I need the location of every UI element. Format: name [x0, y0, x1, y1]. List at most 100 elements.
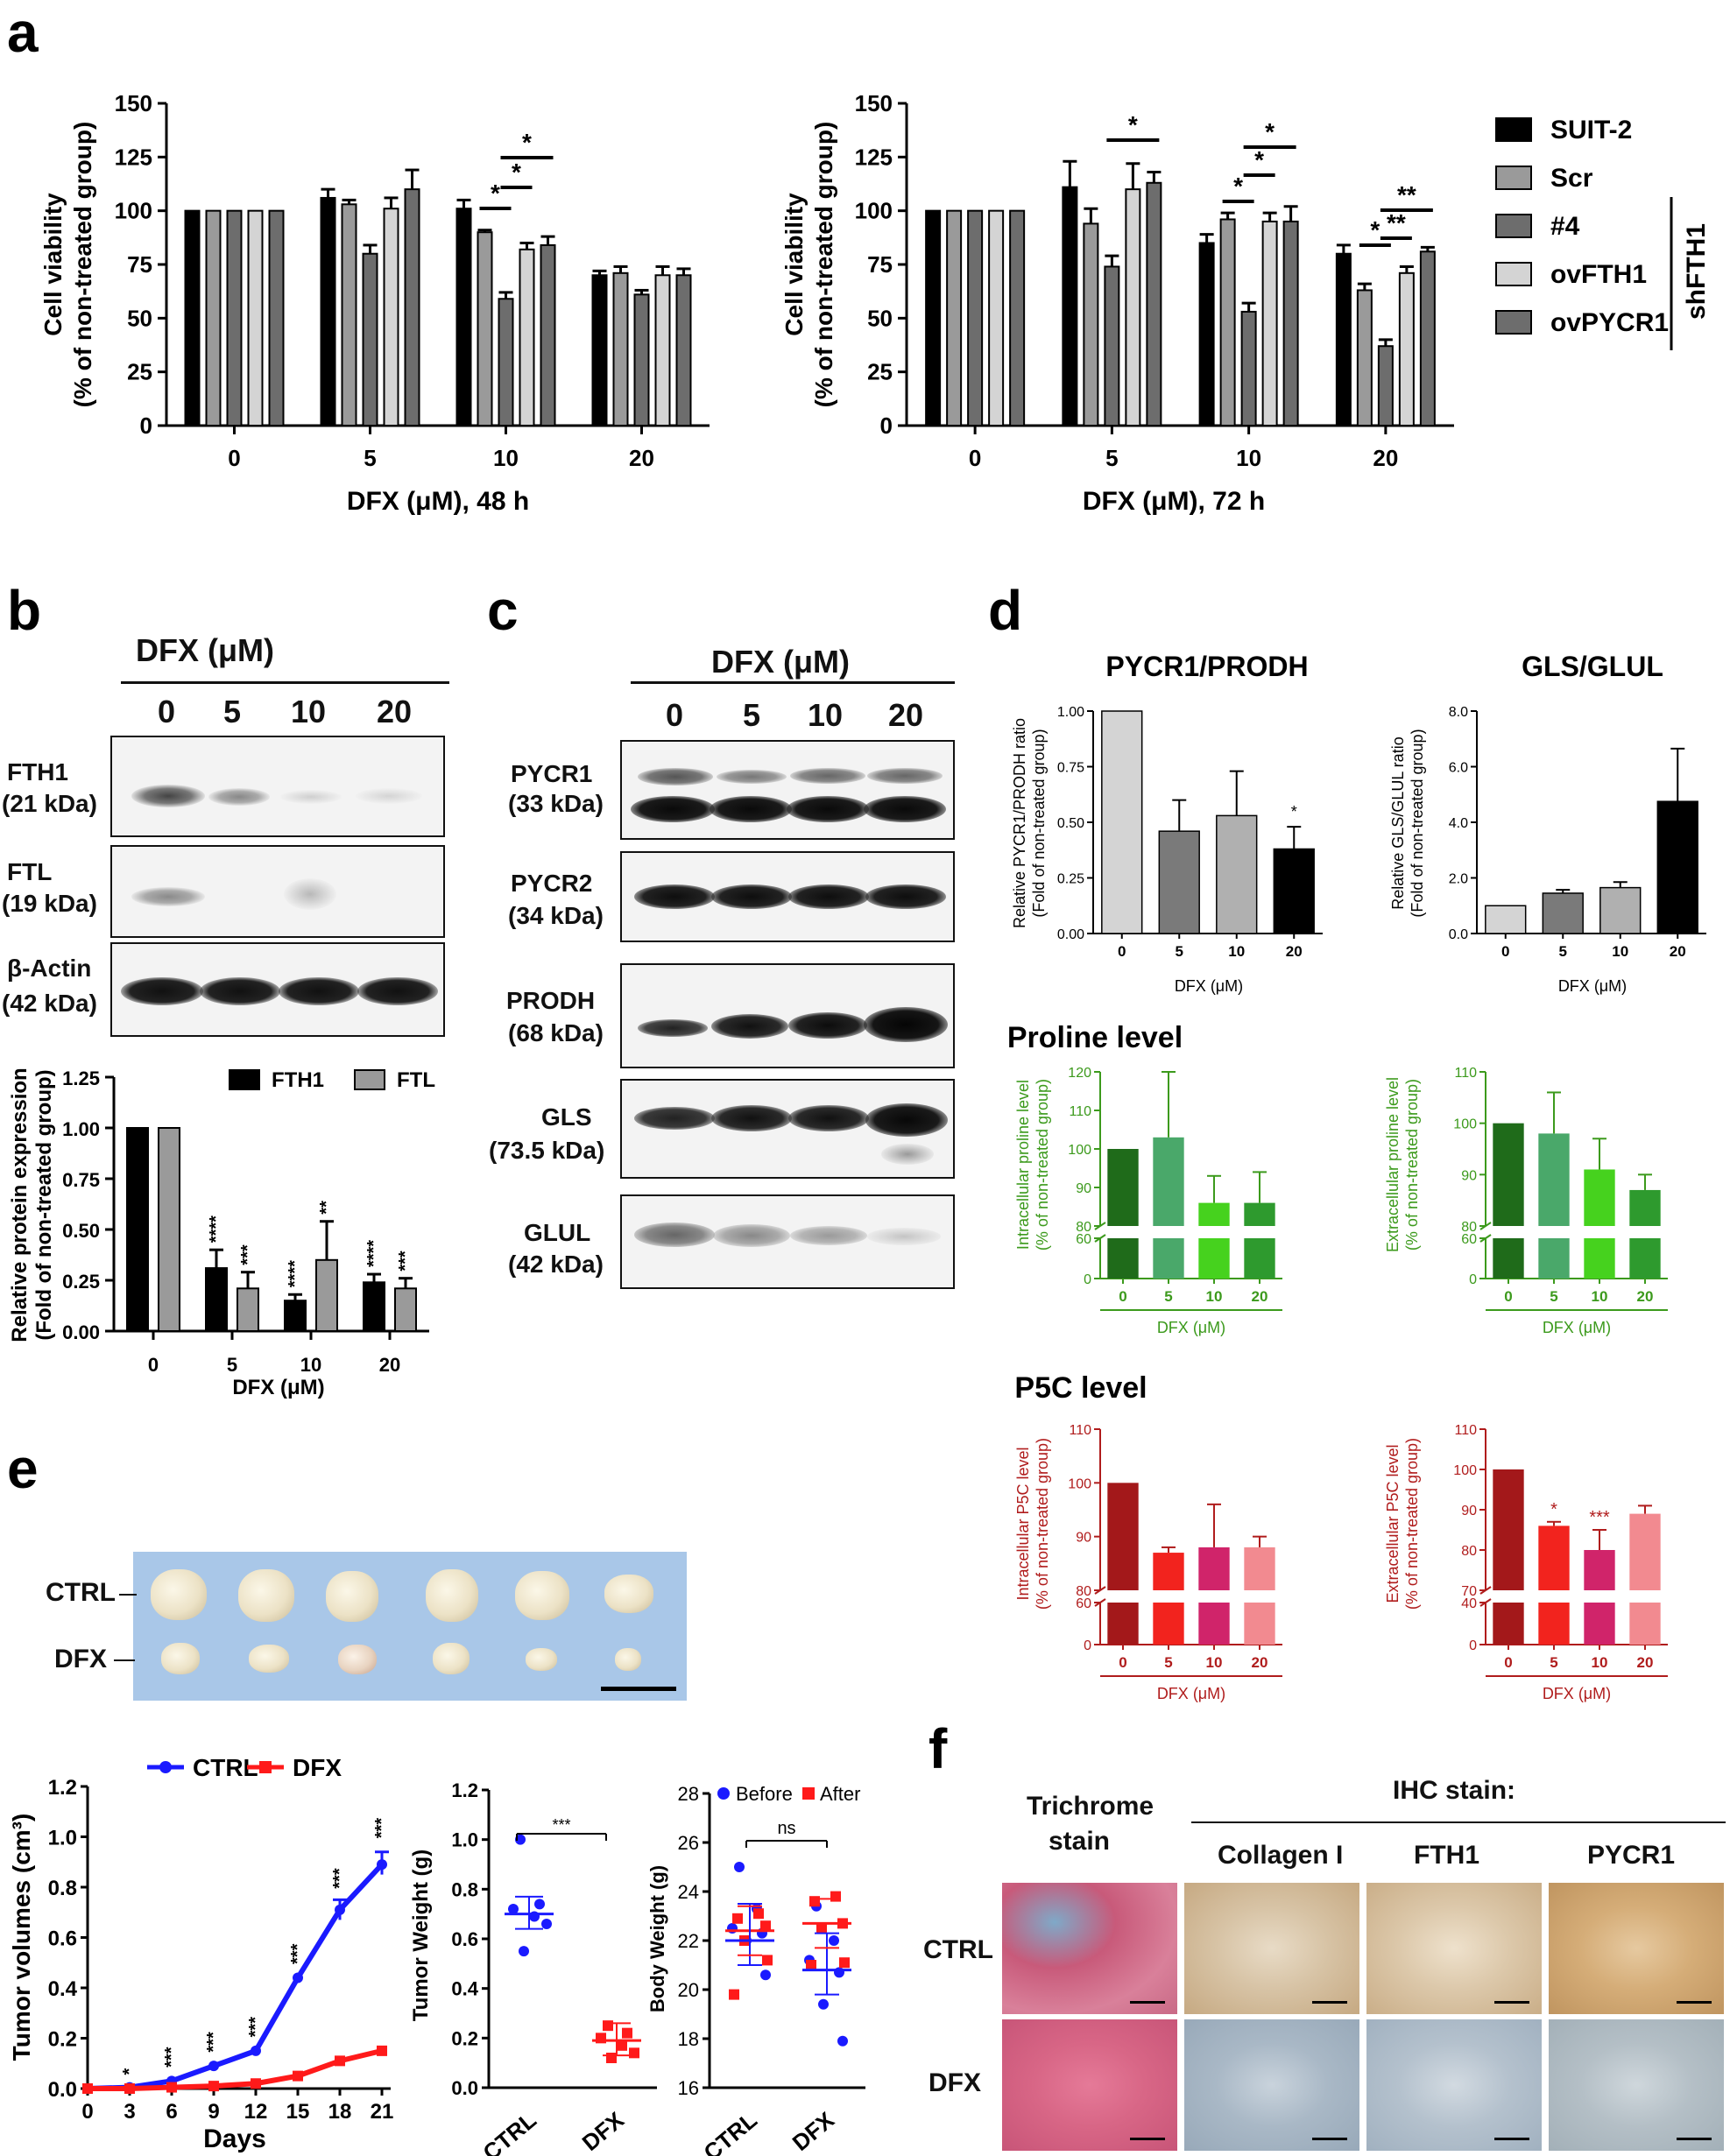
legend-label-ovFTH1: ovFTH1: [1550, 260, 1647, 289]
x-tick-label: 10: [1206, 1288, 1223, 1305]
bw-y-tick-label: 22: [678, 1930, 699, 1952]
blot-b-ftl-kda: (19 kDa): [2, 890, 97, 917]
legend-swatch-ovPYCR1: [1495, 310, 1532, 335]
bar-#4-10: [498, 298, 514, 426]
blot-c-dose-20: 20: [888, 697, 924, 733]
bw-after-DFX-3: [816, 1923, 827, 1934]
ihc-title: IHC stain:: [1393, 1776, 1516, 1805]
y-tick-label: 60: [1076, 1232, 1091, 1247]
bar-ovFTH1-20: [654, 274, 671, 426]
y-tick-label: 0.75: [1057, 761, 1084, 776]
y-tick-label: 60: [1076, 1596, 1091, 1611]
blot-b-fth1: [110, 736, 445, 837]
d-extra-p5c-ylabel-2: (% of non-treated group): [1403, 1438, 1421, 1610]
y-tick-label: 100: [115, 198, 152, 224]
bar-#4-0: [967, 209, 984, 426]
bar-bottom-Intracellular P5C level-10: [1198, 1603, 1230, 1645]
tw-y-tick-label: 1.2: [451, 1779, 478, 1801]
bar-SUIT-2-10: [1198, 242, 1215, 427]
tw-point-CTRL-4: [541, 1919, 552, 1929]
x-tick-label: 0: [969, 445, 981, 471]
bar-bottom-Extracellular proline level-10: [1584, 1238, 1615, 1279]
bar-ovPYCR1-10: [1282, 220, 1299, 426]
y-tick-label: 70: [1461, 1584, 1477, 1599]
y-tick-label: 90: [1076, 1531, 1091, 1546]
bar-top-Extracellular P5C level-5: [1538, 1525, 1570, 1590]
x-tick-label: 5: [1550, 1288, 1557, 1305]
y-tick-label: 100: [1068, 1143, 1091, 1158]
point-DFX-18: [335, 2055, 345, 2067]
bar-Scr-0: [205, 209, 222, 426]
b-ylabel-2: (Fold of non-treated group): [32, 1069, 56, 1340]
blot-c-pycr2-kda: (34 kDa): [508, 902, 604, 929]
bar-PYCR1/PRODH-5: [1158, 830, 1200, 934]
bar-top-Intracellular P5C level-20: [1244, 1547, 1275, 1590]
d-broken-xlabel: DFX (μM): [1157, 1319, 1225, 1336]
ihc-pycr1-dfx-image: [1549, 2019, 1724, 2151]
y-tick-label: 75: [127, 251, 152, 278]
x-tick-label: 0: [148, 1354, 159, 1376]
d-extra-pro-ylabel-2: (% of non-treated group): [1403, 1079, 1421, 1251]
b-sig-3: **: [317, 1201, 336, 1215]
y-tick-label: 40: [1461, 1596, 1477, 1611]
y-tick-label: 0.00: [62, 1321, 100, 1343]
ihc-col-fth1: FTH1: [1414, 1841, 1479, 1870]
bar-Scr-5: [341, 203, 357, 426]
y-tick-label: 110: [1454, 1066, 1477, 1081]
bw-y-tick-label: 26: [678, 1832, 699, 1854]
panel-letter-e: e: [7, 1437, 39, 1500]
d-broken-xlabel: DFX (μM): [1157, 1685, 1225, 1702]
d-gls-xlabel: DFX (μM): [1558, 977, 1627, 995]
y-tick-label: 90: [1461, 1504, 1477, 1518]
bw-after-DFX-0: [830, 1891, 841, 1902]
x-tick-label: 20: [1670, 943, 1686, 960]
point-DFX-6: [166, 2082, 177, 2093]
bar-top-Intracellular proline level-10: [1198, 1202, 1230, 1226]
x-tick-label: 10: [493, 445, 519, 471]
bar-ovFTH1-5: [383, 208, 399, 426]
bar-SUIT-2-0: [184, 209, 201, 426]
b-sig-5: ***: [396, 1251, 415, 1272]
legend-label-Scr: Scr: [1550, 164, 1593, 193]
y-tick-label: 6.0: [1449, 761, 1468, 776]
bar-top-Intracellular proline level-0: [1107, 1149, 1139, 1226]
b-sig-2: ****: [286, 1260, 305, 1287]
y-tick-label: 8.0: [1449, 705, 1468, 720]
blot-b-actin-kda: (42 kDa): [2, 990, 97, 1017]
vol-sig-4: ***: [288, 1943, 307, 1964]
blot-b-actin: [110, 942, 445, 1037]
blot-c-pycr2: [620, 851, 955, 942]
bar-ovPYCR1-5: [1146, 181, 1162, 426]
b-xlabel: DFX (μM): [232, 1376, 324, 1399]
y-tick-label: 110: [1454, 1423, 1477, 1438]
d-p5c-sig-1: *: [1550, 1500, 1557, 1519]
bar-Scr-20: [1356, 289, 1373, 426]
vol-x-tick-label: 0: [81, 2100, 93, 2124]
a-left-xlabel: DFX (μM), 48 h: [347, 487, 529, 516]
bar-bottom-Intracellular proline level-10: [1198, 1238, 1230, 1279]
x-tick-label: 5: [1559, 943, 1567, 960]
x-tick-label: 0: [1504, 1654, 1512, 1671]
y-tick-label: 80: [1076, 1220, 1091, 1235]
tw-y-tick-label: 0.0: [451, 2077, 478, 2099]
y-tick-label: 100: [1068, 1476, 1091, 1491]
bw-group-label-DFX: DFX: [787, 2106, 840, 2156]
x-tick-label: 10: [1206, 1654, 1223, 1671]
y-tick-label: 80: [1076, 1584, 1091, 1599]
y-tick-label: 110: [1069, 1423, 1091, 1438]
bar-bottom-Extracellular P5C level-10: [1584, 1603, 1615, 1645]
y-tick-label: 1.00: [62, 1118, 100, 1140]
d-intra-p5c-ylabel-2: (% of non-treated group): [1034, 1438, 1051, 1610]
bar-FTL-10: [315, 1258, 338, 1333]
legend-label-SUIT-2: SUIT-2: [1550, 116, 1632, 144]
y-tick-label: 80: [1461, 1544, 1477, 1559]
point-DFX-9: [208, 2081, 219, 2092]
vol-y-tick-label: 1.0: [48, 1827, 77, 1850]
x-tick-label: 0: [1501, 943, 1509, 960]
bar-Scr-5: [1083, 222, 1099, 426]
y-tick-label: 4.0: [1449, 816, 1468, 831]
y-tick-label: 0: [880, 412, 893, 439]
tw-point-DFX-1: [622, 2027, 632, 2039]
vol-x-tick-label: 6: [166, 2100, 177, 2124]
ihc-collagen-dfx-image: [1184, 2019, 1359, 2151]
